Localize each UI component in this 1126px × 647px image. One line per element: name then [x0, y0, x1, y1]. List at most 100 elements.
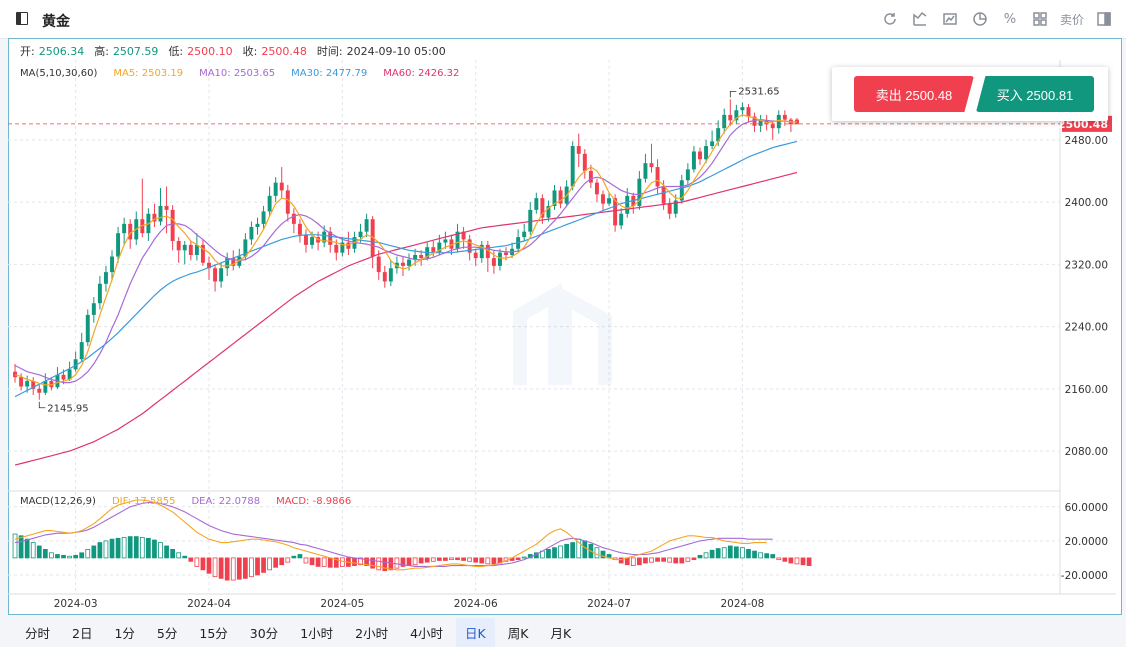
macd-bar-28 [182, 555, 188, 559]
refresh-icon[interactable] [880, 9, 900, 29]
period-8[interactable]: 4小时 [410, 625, 444, 641]
y-tick-label-5: 2080.00 [1065, 446, 1108, 458]
candle-body-43 [273, 182, 278, 196]
candle-body-103 [637, 178, 642, 206]
candle-body-65 [407, 259, 412, 266]
period-5[interactable]: 30分 [249, 625, 279, 641]
macd-bar-56 [352, 557, 357, 566]
toolbar: % 卖价 [880, 9, 1114, 29]
candle-body-54 [340, 242, 345, 253]
period-4[interactable]: 15分 [199, 625, 228, 641]
candle-body-29 [188, 244, 193, 255]
candle-body-47 [297, 223, 302, 235]
candle-body-90 [558, 190, 563, 204]
candle-body-60 [376, 256, 381, 273]
candle-body-71 [443, 239, 448, 243]
pie-icon[interactable] [970, 9, 990, 29]
period-11[interactable]: 月K [550, 625, 572, 641]
y-tick-label-0: 2480.00 [1065, 135, 1108, 147]
candle-body-112 [691, 151, 696, 170]
macd-bar-114 [703, 552, 709, 559]
candle-body-81 [504, 252, 508, 255]
period-1[interactable]: 2日 [72, 625, 93, 641]
macd-bar-130 [800, 557, 806, 566]
time-label: 时间: [317, 45, 343, 58]
macd-bar-41 [261, 557, 266, 573]
macd-bar-9 [67, 555, 72, 559]
period-6[interactable]: 1小时 [300, 625, 334, 641]
period-9[interactable]: 日K [456, 617, 495, 647]
dea-line [14, 501, 773, 567]
sidebar-toggle-icon[interactable] [16, 12, 28, 25]
candle-body-49 [310, 237, 315, 245]
macd-bar-62 [388, 557, 394, 571]
macd-bar-113 [697, 554, 703, 559]
macd-bar-51 [321, 557, 327, 567]
macd-bar-129 [794, 557, 800, 565]
candle-body-80 [497, 252, 502, 266]
page-title: 黄金 [42, 14, 70, 30]
x-tick-label-0: 2024-03 [54, 598, 98, 610]
period-bar: 分时 2日 1分 5分 15分 30分 1小时 2小时 4小时 日K 周K 月K [0, 617, 1126, 647]
buy-button[interactable]: 买入 2500.81 [976, 76, 1094, 112]
candle-body-38 [243, 239, 248, 257]
candle-body-105 [649, 163, 654, 168]
period-3[interactable]: 5分 [156, 625, 178, 641]
macd-bar-68 [424, 557, 430, 563]
draw-icon[interactable] [910, 9, 930, 29]
sell-price-toggle[interactable]: 卖价 [1059, 12, 1084, 27]
macd-bar-32 [206, 557, 212, 574]
candle-body-6 [49, 381, 54, 388]
macd-bar-121 [746, 548, 751, 559]
macd-bar-94 [582, 540, 588, 559]
macd-bar-46 [291, 555, 297, 559]
grid-icon[interactable] [1030, 9, 1050, 29]
sell-button[interactable]: 卖出 2500.48 [854, 76, 974, 112]
candle-body-15 [103, 272, 108, 284]
candle-body-104 [643, 163, 648, 179]
time-value: 2024-09-10 05:00 [347, 45, 446, 58]
percent-icon[interactable]: % [1003, 11, 1017, 27]
candle-body-110 [679, 180, 684, 201]
macd-bar-73 [455, 557, 460, 561]
macd-bar-120 [740, 547, 745, 559]
macd-bar-4 [36, 545, 42, 559]
macd-bar-21 [139, 537, 145, 559]
candle-body-12 [85, 314, 90, 343]
candle-body-78 [485, 244, 490, 259]
macd-bar-61 [382, 557, 388, 572]
candle-body-73 [455, 231, 460, 249]
ma60-legend: MA60: 2426.32 [383, 68, 459, 79]
macd-bar-74 [461, 557, 466, 561]
macd-layer [12, 499, 812, 581]
compare-icon[interactable] [940, 9, 960, 29]
macd-bar-112 [691, 557, 697, 561]
candle-body-3 [31, 381, 36, 389]
macd-bar-49 [309, 557, 315, 566]
macd-bar-22 [146, 537, 151, 559]
candle-body-119 [734, 110, 739, 121]
macd-bar-13 [91, 545, 97, 559]
macd-bar-45 [285, 557, 291, 563]
period-10[interactable]: 周K [507, 625, 529, 641]
macd-bar-3 [30, 542, 36, 559]
y-tick-label-2: 2320.00 [1065, 259, 1108, 271]
candle-body-4 [37, 388, 42, 393]
open-label: 开: [20, 45, 35, 58]
candle-body-26 [170, 209, 175, 241]
period-2[interactable]: 1分 [114, 625, 135, 641]
macd-bar-111 [685, 557, 691, 562]
panel-icon[interactable] [1094, 9, 1114, 29]
period-0[interactable]: 分时 [25, 625, 51, 641]
y-tick-label-3: 2240.00 [1065, 322, 1108, 334]
dea-legend: DEA: 22.0788 [191, 496, 260, 507]
ma30-line [14, 140, 798, 398]
period-7[interactable]: 2小时 [355, 625, 389, 641]
macd-bar-24 [158, 542, 163, 559]
candle-body-92 [570, 146, 575, 187]
candle-body-11 [79, 342, 84, 360]
candle-body-42 [267, 195, 272, 212]
